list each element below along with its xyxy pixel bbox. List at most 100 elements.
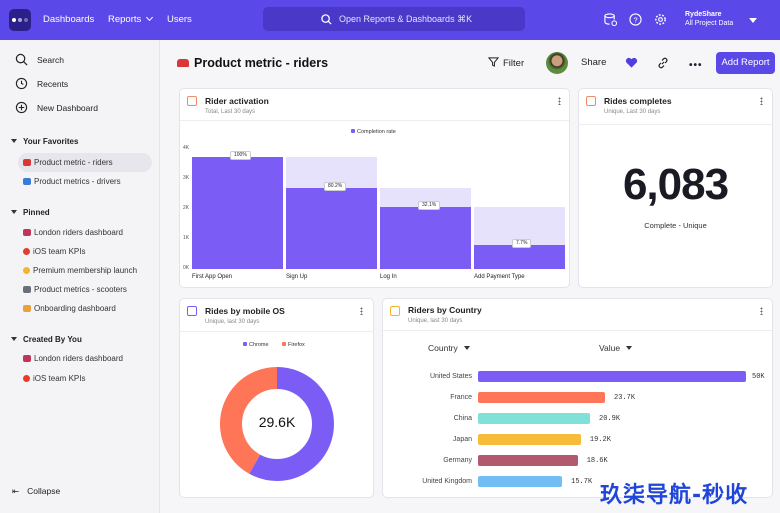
drag-handle-icon[interactable] — [760, 307, 763, 315]
collapse-button[interactable]: ⇤ Collapse — [12, 486, 60, 497]
pinned-title: Pinned — [23, 208, 50, 217]
sidebar-item-product-metrics-scooters[interactable]: Product metrics - scooters — [23, 285, 127, 294]
nav-reports[interactable]: Reports — [108, 13, 153, 25]
country-value: 50K — [752, 373, 765, 381]
share-button[interactable]: Share — [581, 57, 607, 68]
funnel-bar[interactable] — [192, 157, 283, 269]
column-header-country[interactable]: Country — [428, 343, 470, 353]
sort-icon — [626, 346, 633, 350]
drag-handle-icon[interactable] — [760, 97, 763, 105]
sidebar-item-label: iOS team KPIs — [33, 247, 86, 256]
sidebar-item-london-riders[interactable]: London riders dashboard — [23, 228, 123, 237]
drag-handle-icon[interactable] — [360, 307, 363, 315]
gear-icon[interactable] — [654, 13, 667, 26]
funnel-data-label: 32.1% — [418, 200, 441, 210]
sidebar-item-label: Product metrics - scooters — [34, 285, 127, 294]
divider — [579, 124, 772, 125]
sidebar-search[interactable]: Search — [37, 55, 64, 65]
funnel-x-label: First App Open — [192, 274, 233, 280]
filter-icon — [487, 57, 500, 67]
add-report-button[interactable]: Add Report — [716, 52, 775, 74]
heart-icon[interactable] — [625, 57, 638, 69]
sidebar-item-label: London riders dashboard — [34, 228, 123, 237]
filter-button[interactable]: Filter — [487, 57, 524, 69]
legend-label: Firefox — [288, 342, 305, 348]
sidebar-item-product-metrics-drivers[interactable]: Product metrics - drivers — [23, 177, 121, 186]
sidebar-item-london-riders-created[interactable]: London riders dashboard — [23, 354, 123, 363]
sort-icon — [463, 346, 470, 350]
favorites-title: Your Favorites — [23, 137, 79, 146]
divider — [180, 331, 373, 332]
funnel-data-label: 80.2% — [324, 181, 347, 191]
car-icon — [177, 59, 189, 67]
country-bar[interactable] — [478, 413, 591, 424]
donut-slice-firefox[interactable] — [220, 367, 334, 481]
big-number: 6,083 — [622, 160, 729, 209]
funnel-bar[interactable] — [286, 187, 377, 269]
sidebar-recents[interactable]: Recents — [37, 79, 69, 89]
plus-circle-icon — [15, 101, 28, 114]
country-value: 23.7K — [614, 394, 636, 402]
country-bar[interactable] — [478, 434, 581, 445]
funnel-bar[interactable] — [474, 245, 565, 269]
nav-dashboards[interactable]: Dashboards — [43, 14, 95, 25]
donut-chart — [220, 367, 334, 481]
scooter-icon — [23, 286, 31, 293]
card-title: Rides completes — [604, 96, 672, 106]
favorites-section-header[interactable]: Your Favorites — [11, 137, 78, 146]
sidebar-new-dashboard[interactable]: New Dashboard — [37, 103, 98, 113]
account-switcher[interactable]: RydeShare All Project Data — [685, 10, 733, 28]
donut-center-value: 29.6K — [258, 414, 296, 430]
legend-swatch — [351, 129, 355, 133]
created-title: Created By You — [23, 335, 82, 344]
sidebar-item-onboarding[interactable]: Onboarding dashboard — [23, 304, 116, 313]
card-subtitle: Unique, Last 30 days — [604, 109, 661, 115]
sidebar-item-label: Product metrics - drivers — [34, 177, 121, 186]
page-title: Product metric - riders — [177, 56, 328, 70]
metric-icon — [586, 96, 596, 106]
search-input[interactable]: Open Reports & Dashboards ⌘K — [263, 7, 525, 31]
country-bar[interactable] — [478, 455, 578, 466]
created-section-header[interactable]: Created By You — [11, 335, 82, 344]
sidebar-item-product-metric-riders[interactable]: Product metric - riders — [18, 153, 152, 172]
clock-icon — [15, 77, 28, 90]
apple-icon — [23, 248, 30, 255]
database-icon[interactable] — [604, 13, 617, 26]
car-icon — [23, 178, 31, 185]
search-placeholder: Open Reports & Dashboards ⌘K — [339, 13, 473, 24]
chevron-down-icon — [11, 337, 17, 341]
y-tick: 2K — [183, 205, 190, 211]
collapse-label: Collapse — [27, 486, 61, 496]
country-label: Germany — [443, 457, 472, 464]
sidebar-item-premium-membership[interactable]: Premium membership launch — [23, 266, 137, 275]
account-dropdown-icon[interactable] — [749, 18, 757, 23]
nav-users[interactable]: Users — [167, 14, 192, 25]
country-bar[interactable] — [478, 371, 746, 382]
sidebar — [0, 40, 160, 513]
chevron-down-icon — [11, 210, 17, 214]
collapse-icon: ⇤ — [12, 486, 20, 496]
funnel-x-label: Add Payment Type — [474, 274, 525, 280]
sidebar-item-ios-kpis-created[interactable]: iOS team KPIs — [23, 374, 85, 383]
sidebar-item-ios-kpis[interactable]: iOS team KPIs — [23, 247, 85, 256]
column-header-value[interactable]: Value — [599, 343, 633, 353]
app-logo[interactable] — [9, 9, 31, 31]
drag-handle-icon[interactable] — [558, 97, 561, 105]
funnel-bar[interactable] — [380, 206, 471, 269]
link-icon[interactable] — [657, 57, 669, 69]
funnel-data-label: 7.7% — [512, 239, 532, 249]
help-icon[interactable]: ? — [629, 13, 642, 26]
more-options-icon[interactable]: ••• — [689, 60, 703, 71]
top-bar: Dashboards Reports Users Open Reports & … — [0, 0, 780, 40]
card-subtitle: Unique, last 30 days — [205, 319, 260, 325]
legend-label: Chrome — [249, 342, 269, 348]
country-bar[interactable] — [478, 476, 563, 487]
account-project: All Project Data — [685, 20, 734, 27]
country-bar[interactable] — [478, 392, 606, 403]
avatar[interactable] — [546, 52, 568, 74]
country-value: 15.7K — [571, 478, 593, 486]
legend-chrome: Chrome — [243, 342, 269, 348]
country-label: France — [450, 394, 472, 401]
country-label: United Kingdom — [422, 478, 472, 485]
pinned-section-header[interactable]: Pinned — [11, 208, 50, 217]
